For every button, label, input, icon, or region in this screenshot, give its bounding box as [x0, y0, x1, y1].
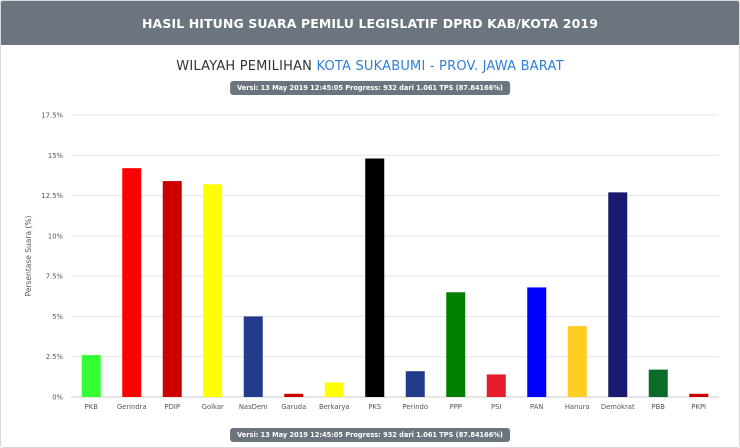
bar-golkar[interactable] — [203, 184, 223, 397]
y-tick-label: 17.5% — [41, 112, 63, 120]
bar-psi[interactable] — [486, 374, 506, 397]
x-tick-label: PAN — [530, 403, 543, 411]
x-tick-label: PKB — [85, 403, 99, 411]
bar-chart: 0% 2.5% 5% 7.5% 10% 12.5% 15% 17.5% PKB Gerindra… — [24, 112, 719, 411]
x-tick-label: PPP — [450, 403, 462, 411]
x-tick-label: PKS — [368, 403, 381, 411]
bar-gerindra[interactable] — [122, 168, 142, 397]
y-axis-ticks: 0% 2.5% 5% 7.5% 10% 12.5% 15% 17.5% — [41, 112, 63, 402]
region-place-link[interactable]: KOTA SUKABUMI - PROV. JAWA BARAT — [316, 59, 564, 74]
chart-bars — [81, 158, 709, 397]
region-title: WILAYAH PEMILIHAN KOTA SUKABUMI - PROV. … — [1, 59, 739, 74]
bar-ppp[interactable] — [446, 292, 466, 397]
x-tick-label: PDIP — [165, 403, 180, 411]
y-tick-label: 12.5% — [41, 192, 63, 200]
y-tick-label: 15% — [48, 152, 64, 160]
x-tick-label: Golkar — [202, 403, 224, 411]
x-tick-label: Hanura — [565, 403, 590, 411]
y-tick-label: 5% — [52, 313, 63, 321]
y-tick-label: 2.5% — [46, 353, 64, 361]
x-tick-label: PSI — [491, 403, 501, 411]
y-tick-label: 10% — [48, 232, 64, 240]
bar-perindo[interactable] — [405, 371, 425, 397]
x-tick-label: NasDem — [239, 403, 268, 411]
version-badge-bottom: Versi: 13 May 2019 12:45:05 Progress: 93… — [230, 428, 510, 442]
x-tick-label: Demokrat — [601, 403, 635, 411]
bar-pks[interactable] — [365, 158, 385, 397]
x-tick-label: Gerindra — [117, 403, 147, 411]
bar-pkpi[interactable] — [689, 393, 709, 397]
bar-garuda[interactable] — [284, 393, 304, 397]
version-badge-top: Versi: 13 May 2019 12:45:05 Progress: 93… — [230, 81, 510, 95]
bar-pkb[interactable] — [81, 355, 101, 397]
y-axis-label: Persentase Suara (%) — [24, 216, 33, 297]
y-tick-label: 7.5% — [46, 273, 64, 281]
panel-header: HASIL HITUNG SUARA PEMILU LEGISLATIF DPR… — [1, 1, 739, 45]
bar-pan[interactable] — [527, 287, 547, 397]
bar-pdip[interactable] — [162, 181, 182, 397]
region-prefix: WILAYAH PEMILIHAN — [176, 59, 313, 74]
x-axis-ticks: PKB Gerindra PDIP Golkar NasDem Garuda Berkary… — [85, 403, 706, 411]
x-tick-label: Perindo — [402, 403, 428, 411]
y-tick-label: 0% — [52, 394, 63, 402]
bar-demokrat[interactable] — [608, 192, 628, 397]
bar-nasdem[interactable] — [243, 316, 263, 397]
x-tick-label: Garuda — [281, 403, 306, 411]
x-tick-label: PKPI — [691, 403, 706, 411]
bar-hanura[interactable] — [567, 326, 587, 397]
x-tick-label: Berkarya — [319, 403, 350, 411]
bar-berkarya[interactable] — [324, 382, 344, 397]
x-tick-label: PBB — [652, 403, 666, 411]
panel-title: HASIL HITUNG SUARA PEMILU LEGISLATIF DPR… — [142, 15, 598, 31]
bar-pbb[interactable] — [648, 369, 668, 397]
